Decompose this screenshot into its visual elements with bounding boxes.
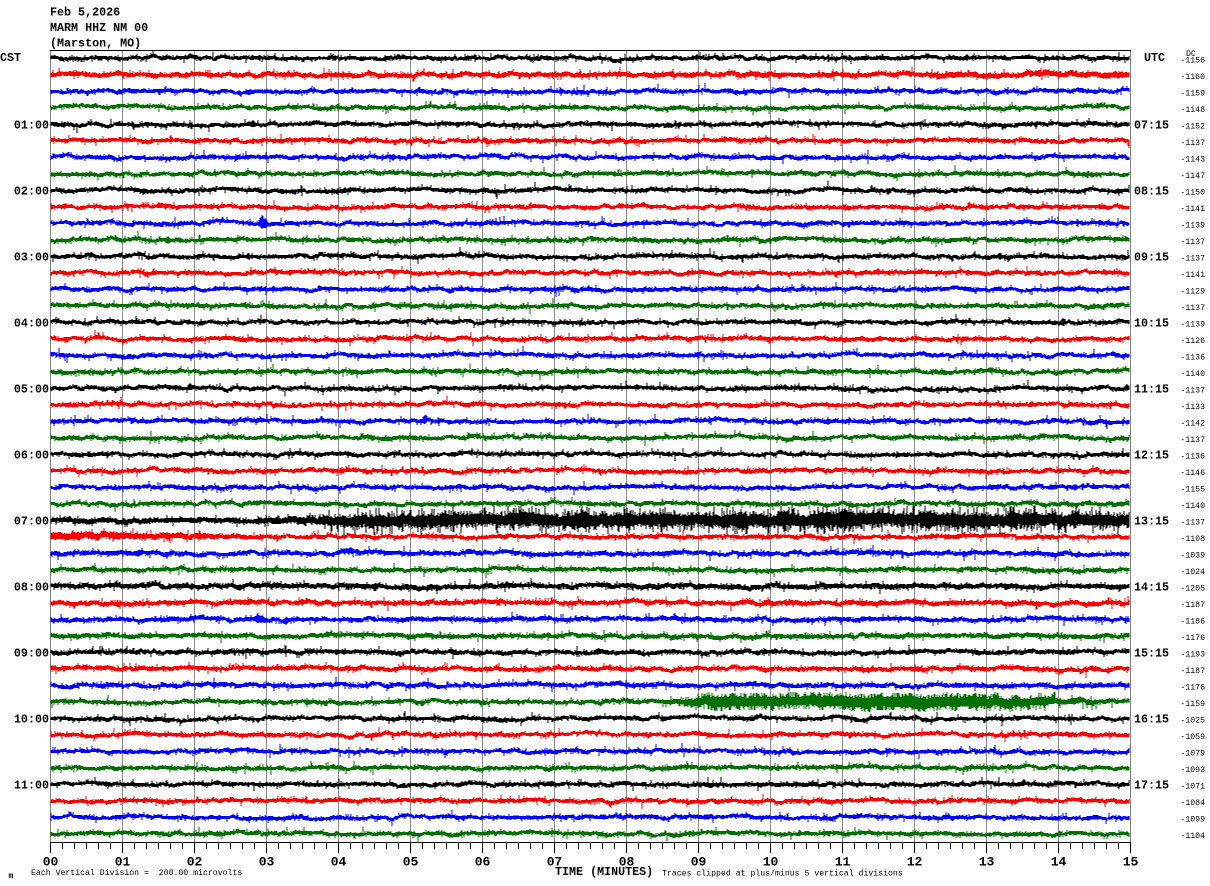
svg-text:15: 15 <box>1123 854 1139 869</box>
svg-text:-1137: -1137 <box>1180 436 1205 445</box>
svg-text:-1025: -1025 <box>1180 716 1205 725</box>
svg-text:-1104: -1104 <box>1180 832 1205 841</box>
svg-text:-1139: -1139 <box>1180 320 1205 329</box>
svg-text:-1024: -1024 <box>1180 568 1205 577</box>
svg-text:09:15: 09:15 <box>1134 250 1169 264</box>
svg-text:-1059: -1059 <box>1180 733 1205 742</box>
svg-text:MARM HHZ NM 00: MARM HHZ NM 00 <box>50 21 148 35</box>
svg-text:12: 12 <box>907 854 923 869</box>
svg-text:Each Vertical Division = 200.: Each Vertical Division = 200.00 microvol… <box>31 868 242 878</box>
svg-text:13:15: 13:15 <box>1134 514 1169 528</box>
svg-text:-1141: -1141 <box>1180 271 1205 280</box>
svg-text:11: 11 <box>835 854 851 869</box>
svg-text:01: 01 <box>115 854 131 869</box>
svg-text:-1137: -1137 <box>1180 518 1205 527</box>
svg-text:-1147: -1147 <box>1180 172 1205 181</box>
svg-text:02:00: 02:00 <box>14 184 49 198</box>
svg-text:-1039: -1039 <box>1180 551 1205 560</box>
svg-text:-1186: -1186 <box>1180 617 1205 626</box>
svg-text:06:00: 06:00 <box>14 448 49 462</box>
svg-text:-1152: -1152 <box>1180 122 1205 131</box>
svg-text:CST: CST <box>0 51 21 65</box>
svg-text:03: 03 <box>259 854 275 869</box>
svg-text:08: 08 <box>619 854 635 869</box>
svg-text:07:15: 07:15 <box>1134 118 1169 132</box>
svg-text:09:00: 09:00 <box>14 646 49 660</box>
svg-text:-1159: -1159 <box>1180 89 1205 98</box>
svg-text:11:15: 11:15 <box>1134 382 1169 396</box>
svg-text:04:00: 04:00 <box>14 316 49 330</box>
svg-text:-1079: -1079 <box>1180 749 1205 758</box>
svg-text:14: 14 <box>1051 854 1067 869</box>
svg-text:-1137: -1137 <box>1180 304 1205 313</box>
svg-text:-1133: -1133 <box>1180 403 1205 412</box>
svg-text:(Marston, MO): (Marston, MO) <box>50 36 141 50</box>
svg-text:-1129: -1129 <box>1180 287 1205 296</box>
svg-text:10:15: 10:15 <box>1134 316 1169 330</box>
svg-text:TIME (MINUTES): TIME (MINUTES) <box>555 865 653 879</box>
svg-text:-1140: -1140 <box>1180 502 1205 511</box>
svg-text:11:00: 11:00 <box>14 778 49 792</box>
svg-text:-1159: -1159 <box>1180 700 1205 709</box>
svg-text:07:00: 07:00 <box>14 514 49 528</box>
svg-text:01:00: 01:00 <box>14 118 49 132</box>
svg-text:04: 04 <box>331 854 347 869</box>
svg-text:-1176: -1176 <box>1180 634 1205 643</box>
svg-text:10: 10 <box>763 854 779 869</box>
svg-text:-1126: -1126 <box>1180 337 1205 346</box>
svg-text:-1143: -1143 <box>1180 155 1205 164</box>
svg-text:10:00: 10:00 <box>14 712 49 726</box>
svg-text:Traces clipped at plus/minus 5: Traces clipped at plus/minus 5 vertical … <box>662 869 903 879</box>
svg-text:-1137: -1137 <box>1180 139 1205 148</box>
svg-text:08:15: 08:15 <box>1134 184 1169 198</box>
svg-text:-1205: -1205 <box>1180 584 1205 593</box>
svg-text:-1148: -1148 <box>1180 106 1205 115</box>
svg-text:-1137: -1137 <box>1180 238 1205 247</box>
svg-text:09: 09 <box>691 854 707 869</box>
svg-text:DC: DC <box>1186 50 1196 59</box>
svg-text:17:15: 17:15 <box>1134 778 1169 792</box>
svg-text:-1108: -1108 <box>1180 535 1205 544</box>
svg-text:16:15: 16:15 <box>1134 712 1169 726</box>
svg-text:-1176: -1176 <box>1180 683 1205 692</box>
svg-text:15:15: 15:15 <box>1134 646 1169 660</box>
svg-text:-1141: -1141 <box>1180 205 1205 214</box>
svg-text:-1093: -1093 <box>1180 766 1205 775</box>
svg-text:UTC: UTC <box>1144 51 1165 65</box>
svg-text:-1146: -1146 <box>1180 469 1205 478</box>
svg-text:12:15: 12:15 <box>1134 448 1169 462</box>
svg-text:-1142: -1142 <box>1180 419 1205 428</box>
svg-text:02: 02 <box>187 854 203 869</box>
svg-text:07: 07 <box>547 854 563 869</box>
svg-text:08:00: 08:00 <box>14 580 49 594</box>
svg-text:-1139: -1139 <box>1180 221 1205 230</box>
svg-text:03:00: 03:00 <box>14 250 49 264</box>
svg-text:-1160: -1160 <box>1180 73 1205 82</box>
svg-text:14:15: 14:15 <box>1134 580 1169 594</box>
svg-text:05: 05 <box>403 854 419 869</box>
svg-text:-1140: -1140 <box>1180 370 1205 379</box>
svg-text:-1150: -1150 <box>1180 188 1205 197</box>
svg-text:-1137: -1137 <box>1180 386 1205 395</box>
svg-text:-1084: -1084 <box>1180 799 1205 808</box>
svg-text:13: 13 <box>979 854 995 869</box>
svg-text:00: 00 <box>43 854 59 869</box>
svg-text:06: 06 <box>475 854 491 869</box>
svg-text:-1136: -1136 <box>1180 452 1205 461</box>
svg-text:m: m <box>9 872 14 881</box>
svg-text:-1193: -1193 <box>1180 650 1205 659</box>
svg-text:-1137: -1137 <box>1180 254 1205 263</box>
svg-text:-1099: -1099 <box>1180 815 1205 824</box>
svg-text:-1071: -1071 <box>1180 782 1205 791</box>
svg-text:-1187: -1187 <box>1180 601 1205 610</box>
svg-text:-1187: -1187 <box>1180 667 1205 676</box>
svg-text:05:00: 05:00 <box>14 382 49 396</box>
svg-text:-1136: -1136 <box>1180 353 1205 362</box>
svg-text:Feb 5,2026: Feb 5,2026 <box>50 6 120 20</box>
svg-text:-1156: -1156 <box>1180 56 1205 65</box>
svg-text:-1155: -1155 <box>1180 485 1205 494</box>
